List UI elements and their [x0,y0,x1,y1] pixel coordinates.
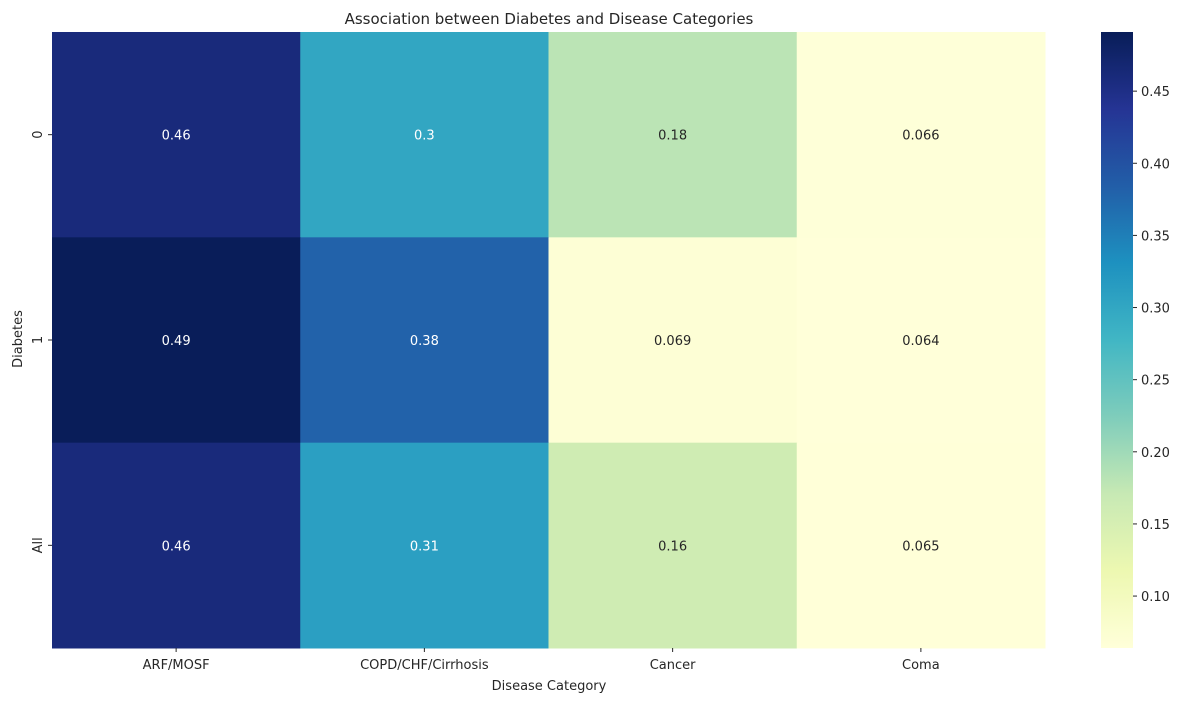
cell-value-label: 0.46 [162,129,191,144]
heatmap-cells: 0.46 0.3 0.18 0.066 0.49 0.38 0.069 0.064 0.46 0.… [52,32,1046,649]
y-tick-label: 0 [31,131,46,139]
y-axis: 0 1 All [31,131,52,553]
cell-value-label: 0.069 [654,334,691,349]
x-tick-label: ARF/MOSF [143,658,210,673]
cell-value-label: 0.066 [902,129,939,144]
cell-value-label: 0.065 [902,539,939,554]
heatmap-cell [52,237,301,444]
colorbar-tick-label: 0.25 [1141,374,1170,389]
y-axis-label: Diabetes [11,310,26,368]
x-axis: ARF/MOSF COPD/CHF/Cirrhosis Cancer Coma [143,648,940,673]
y-tick-label: All [31,537,46,553]
colorbar-tick-label: 0.45 [1141,85,1170,100]
heatmap-cell [548,237,798,444]
x-tick-label: COPD/CHF/Cirrhosis [360,658,489,673]
colorbar-tick-label: 0.10 [1141,590,1170,605]
colorbar-gradient [1101,32,1133,648]
cell-value-label: 0.49 [162,334,191,349]
cell-value-label: 0.38 [410,334,439,349]
heatmap-cell [796,32,1046,238]
x-axis-label: Disease Category [492,679,607,694]
heatmap-cell [300,442,549,649]
cell-value-label: 0.46 [162,539,191,554]
heatmap-cell [796,237,1046,444]
colorbar-tick-label: 0.30 [1141,302,1170,317]
colorbar: 0.10 0.15 0.20 0.25 0.30 0.35 0.40 0.45 [1101,32,1170,648]
cell-value-label: 0.16 [658,539,687,554]
cell-value-label: 0.18 [658,129,687,144]
x-tick-label: Cancer [650,658,696,673]
colorbar-tick-label: 0.40 [1141,157,1170,172]
cell-value-label: 0.064 [902,334,939,349]
cell-value-label: 0.31 [410,539,439,554]
heatmap-cell [300,237,549,444]
heatmap-cell [548,32,798,238]
heatmap-cell [300,32,549,238]
y-tick-label: 1 [31,336,46,344]
heatmap-cell [52,32,301,238]
heatmap-cell [548,442,798,649]
colorbar-tick-label: 0.35 [1141,229,1170,244]
colorbar-tick-label: 0.20 [1141,446,1170,461]
colorbar-tick-label: 0.15 [1141,518,1170,533]
heatmap-cell [52,442,301,649]
heatmap-cell [796,442,1046,649]
chart-title: Association between Diabetes and Disease… [345,10,754,28]
cell-value-label: 0.3 [414,129,435,144]
x-tick-label: Coma [902,658,940,673]
